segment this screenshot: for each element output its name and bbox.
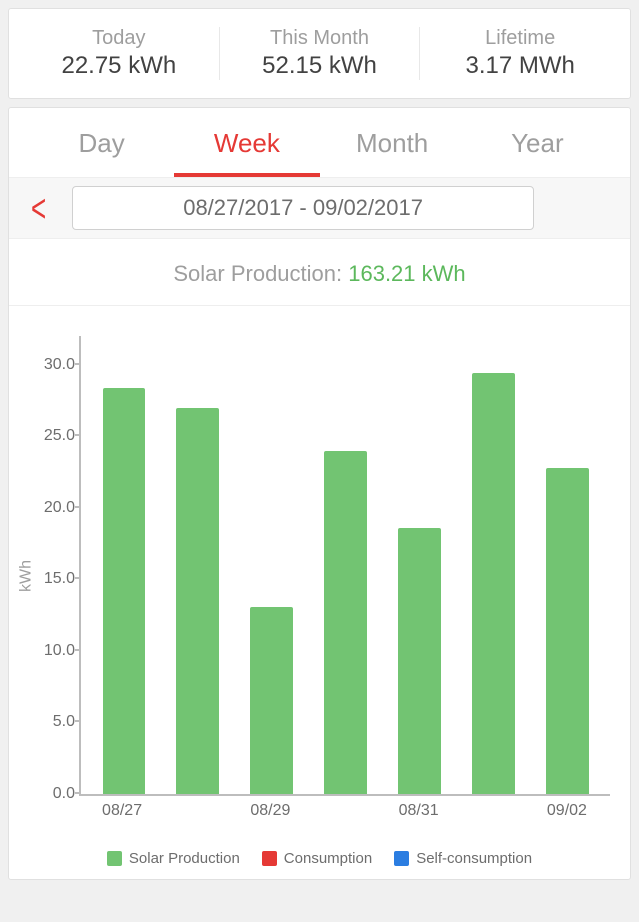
bar-slot	[382, 336, 456, 794]
x-tick-label: 09/02	[530, 802, 604, 822]
stat-this-month: This Month 52.15 kWh	[220, 27, 421, 80]
x-tick-label: 08/29	[233, 802, 307, 822]
x-tick-label	[307, 802, 381, 822]
bar	[546, 468, 589, 794]
legend-swatch	[107, 851, 122, 866]
legend-swatch	[394, 851, 409, 866]
y-tick-label: 0.0	[29, 785, 75, 803]
summary-row: Solar Production: 163.21 kWh	[9, 239, 630, 306]
stat-today: Today 22.75 kWh	[19, 27, 220, 80]
y-tick-label: 5.0	[29, 713, 75, 731]
stat-label: Today	[19, 27, 219, 50]
y-tick-mark	[75, 434, 81, 436]
legend-label: Consumption	[284, 850, 372, 867]
tab-week[interactable]: Week	[174, 108, 319, 177]
chart-plot: 0.05.010.015.020.025.030.0	[79, 336, 610, 796]
y-tick-label: 15.0	[29, 570, 75, 588]
y-tick-label: 30.0	[29, 356, 75, 374]
bar	[472, 373, 515, 794]
legend-item: Consumption	[262, 850, 372, 867]
chart-bars	[81, 336, 610, 794]
x-tick-label	[159, 802, 233, 822]
bar-slot	[161, 336, 235, 794]
stat-label: Lifetime	[420, 27, 620, 50]
summary-value: 163.21 kWh	[348, 261, 465, 286]
legend-swatch	[262, 851, 277, 866]
stat-value: 22.75 kWh	[19, 52, 219, 80]
chart-legend: Solar Production Consumption Self-consumpt…	[9, 846, 630, 879]
x-tick-label: 08/31	[382, 802, 456, 822]
summary-label: Solar Production:	[173, 261, 348, 286]
bar	[176, 408, 219, 794]
tab-month[interactable]: Month	[320, 108, 465, 177]
date-range-display[interactable]: 08/27/2017 - 09/02/2017	[72, 186, 534, 230]
bar-slot	[87, 336, 161, 794]
legend-item: Self-consumption	[394, 850, 532, 867]
y-tick-label: 10.0	[29, 642, 75, 660]
x-axis-labels: 08/27 08/29 08/31 09/02	[79, 796, 610, 822]
x-tick-label: 08/27	[85, 802, 159, 822]
bar-slot	[235, 336, 309, 794]
stat-lifetime: Lifetime 3.17 MWh	[420, 27, 620, 80]
y-tick-label: 25.0	[29, 427, 75, 445]
y-tick-mark	[75, 506, 81, 508]
stat-value: 3.17 MWh	[420, 52, 620, 80]
y-tick-mark	[75, 649, 81, 651]
y-tick-label: 20.0	[29, 499, 75, 517]
production-card: DayWeekMonthYear < 08/27/2017 - 09/02/20…	[8, 107, 631, 880]
bar-slot	[530, 336, 604, 794]
tab-year[interactable]: Year	[465, 108, 610, 177]
y-tick-mark	[75, 792, 81, 794]
bar-slot	[309, 336, 383, 794]
bar	[103, 388, 146, 794]
tab-day[interactable]: Day	[29, 108, 174, 177]
y-tick-mark	[75, 363, 81, 365]
stat-label: This Month	[220, 27, 420, 50]
bar	[250, 607, 293, 794]
range-tabs: DayWeekMonthYear	[9, 108, 630, 177]
legend-item: Solar Production	[107, 850, 240, 867]
bar	[398, 528, 441, 794]
y-tick-mark	[75, 577, 81, 579]
stats-card: Today 22.75 kWh This Month 52.15 kWh Lif…	[8, 8, 631, 99]
legend-label: Self-consumption	[416, 850, 532, 867]
bar	[324, 451, 367, 795]
stat-value: 52.15 kWh	[220, 52, 420, 80]
date-range-row: < 08/27/2017 - 09/02/2017	[9, 177, 630, 239]
y-tick-mark	[75, 720, 81, 722]
x-tick-label	[456, 802, 530, 822]
prev-range-button[interactable]: <	[25, 185, 52, 232]
legend-label: Solar Production	[129, 850, 240, 867]
solar-production-chart: kWh 0.05.010.015.020.025.030.0 08/2708/2…	[9, 306, 630, 846]
bar-slot	[456, 336, 530, 794]
